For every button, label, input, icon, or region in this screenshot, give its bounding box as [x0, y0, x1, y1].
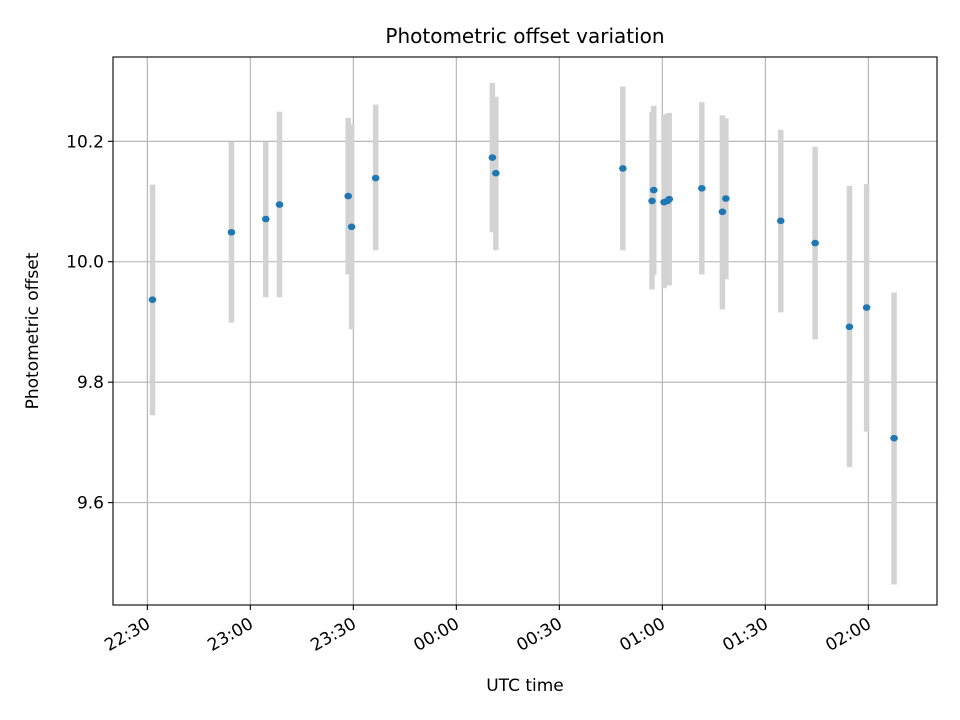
- data-point: [811, 239, 819, 247]
- data-points: [148, 154, 898, 442]
- data-point: [344, 192, 352, 200]
- data-point: [718, 208, 727, 216]
- data-point: [776, 217, 785, 225]
- y-tick-label: 10.2: [66, 132, 104, 152]
- data-point: [862, 304, 871, 311]
- chart-title: Photometric offset variation: [385, 24, 664, 48]
- x-axis-label: UTC time: [486, 676, 564, 696]
- data-point: [275, 201, 284, 208]
- data-point: [148, 296, 157, 303]
- data-point: [227, 228, 236, 236]
- data-point: [261, 215, 270, 223]
- data-point: [619, 165, 627, 172]
- grid: [113, 57, 937, 605]
- data-point: [347, 223, 356, 231]
- y-axis-ticks: 9.6 9.8 10.0 10.2: [66, 132, 113, 514]
- data-point: [371, 174, 380, 182]
- y-tick-label: 9.8: [77, 373, 104, 393]
- plot-frame: [112, 56, 938, 606]
- y-axis-label: Photometric offset: [23, 252, 43, 409]
- data-point: [488, 154, 497, 161]
- y-tick-label: 9.6: [77, 494, 104, 514]
- data-point: [698, 184, 706, 192]
- data-point: [649, 186, 658, 194]
- data-point: [845, 323, 854, 331]
- data-point: [648, 197, 656, 205]
- data-point: [890, 434, 898, 442]
- data-point: [722, 195, 730, 202]
- data-point: [492, 169, 500, 177]
- data-point: [665, 195, 673, 203]
- y-tick-label: 10.0: [66, 253, 104, 273]
